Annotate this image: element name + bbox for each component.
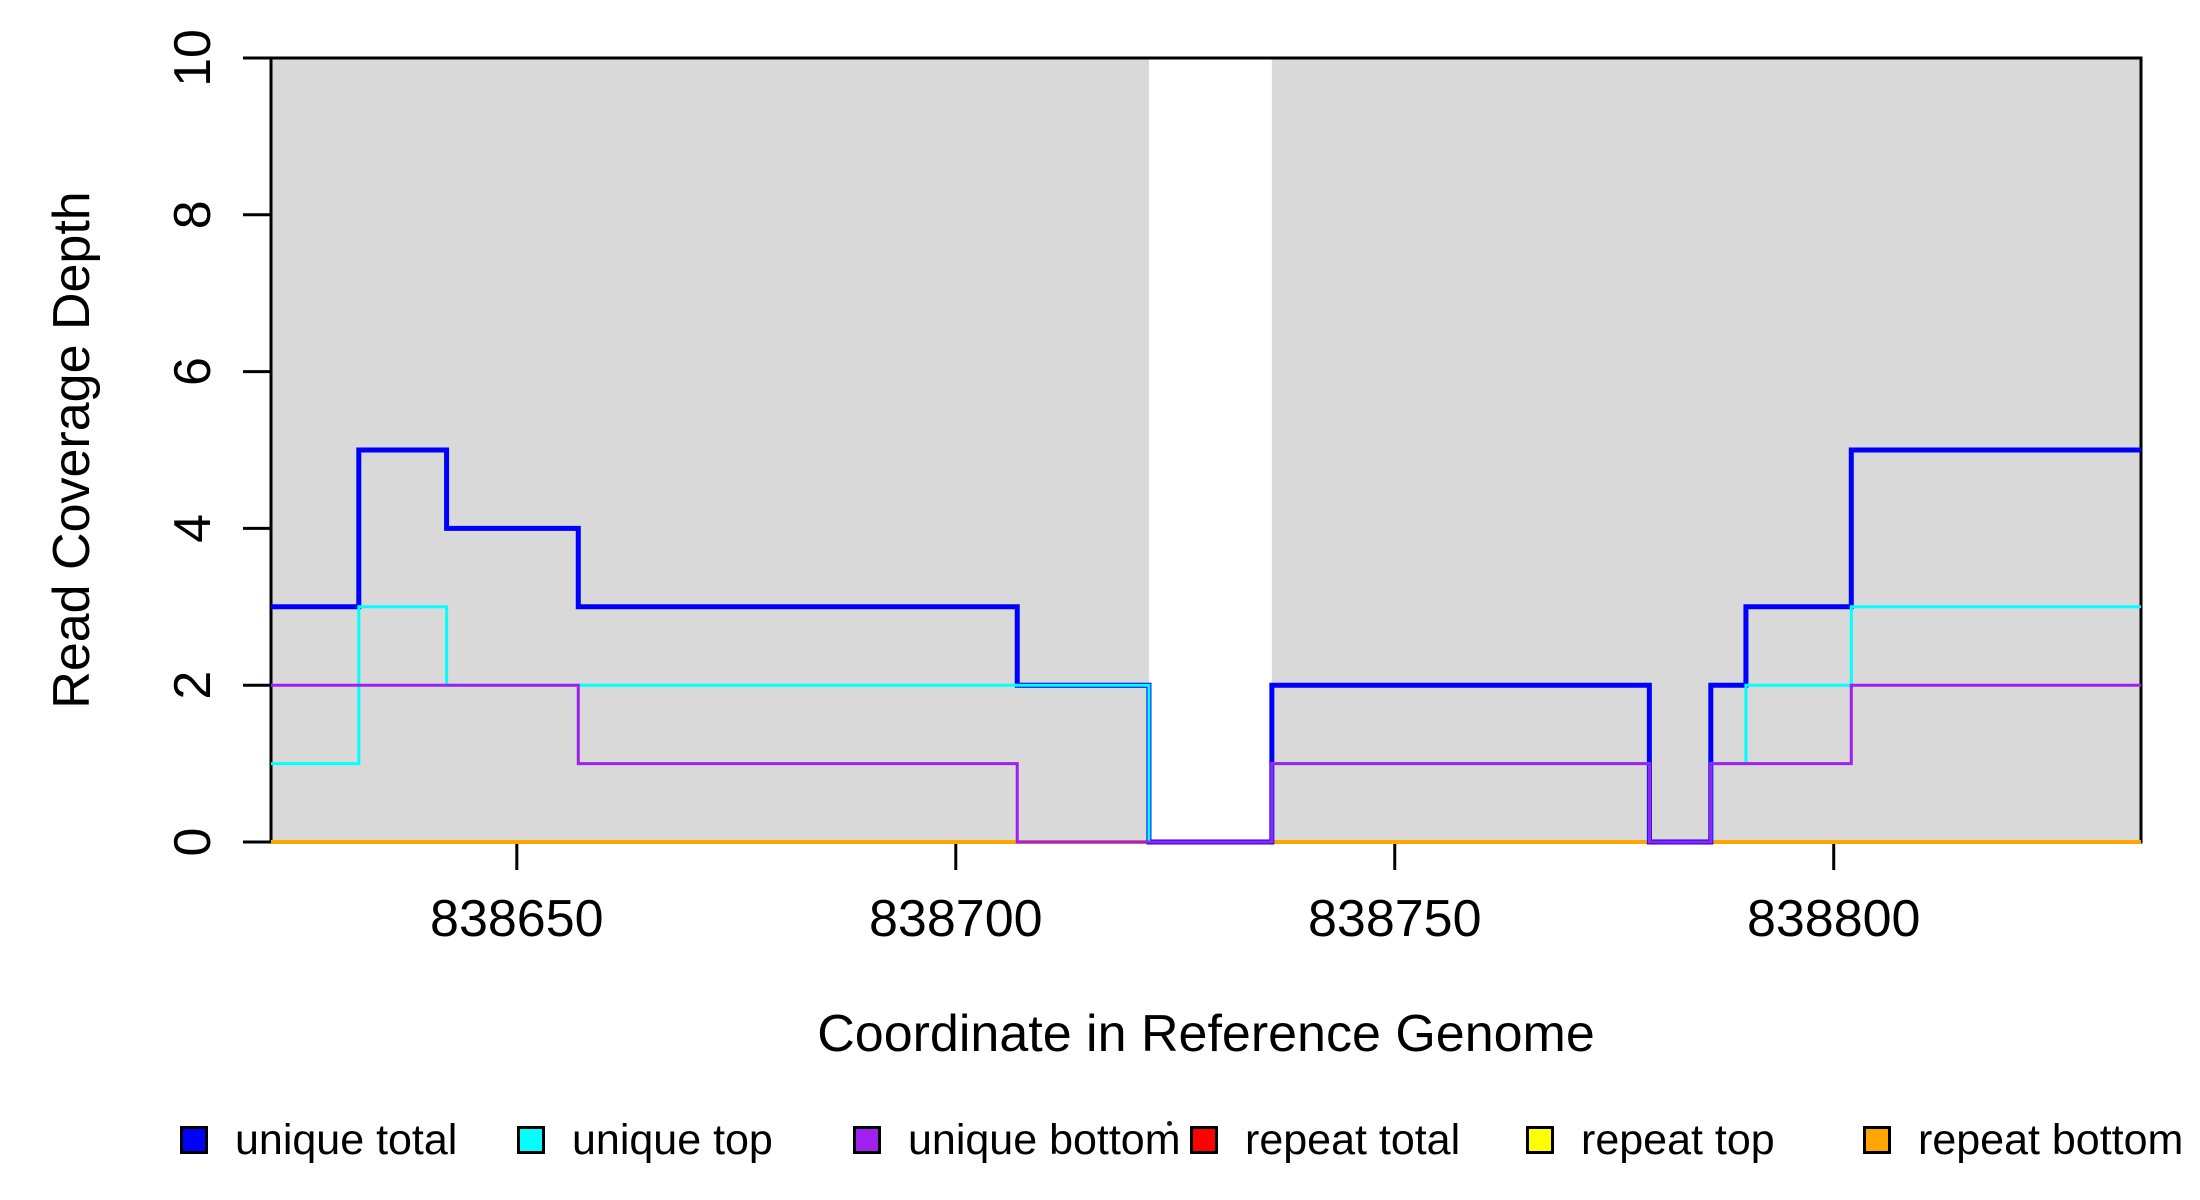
x-tick-label: 838750 xyxy=(1308,890,1482,948)
legend-label: unique bottom xyxy=(908,1115,1181,1164)
legend-swatch xyxy=(1190,1126,1218,1154)
x-axis-title: Coordinate in Reference Genome xyxy=(817,1005,1595,1063)
legend-item-unique-total: unique total xyxy=(180,1118,457,1162)
legend-item-repeat-top: repeat top xyxy=(1526,1118,1775,1162)
legend-label: unique top xyxy=(572,1115,773,1164)
x-tick-label: 838700 xyxy=(869,890,1043,948)
series-line-unique-bottom xyxy=(271,683,2141,844)
legend-swatch xyxy=(853,1126,881,1154)
y-tick-label: 6 xyxy=(164,357,222,386)
legend-item-repeat-bottom: repeat bottom xyxy=(1863,1118,2183,1162)
legend-swatch xyxy=(180,1126,208,1154)
legend-item-unique-bottom: unique bottom xyxy=(853,1118,1181,1162)
y-axis-title: Read Coverage Depth xyxy=(43,191,101,709)
legend: unique total unique top unique bottom re… xyxy=(0,1118,2200,1168)
legend-item-repeat-total: repeat total xyxy=(1190,1118,1460,1162)
y-tick-label: 0 xyxy=(164,828,222,857)
legend-label: repeat bottom xyxy=(1918,1115,2184,1164)
stray-dot xyxy=(1167,1121,1172,1126)
legend-swatch xyxy=(1863,1126,1891,1154)
x-tick-label: 838800 xyxy=(1747,890,1921,948)
legend-label: unique total xyxy=(235,1115,458,1164)
legend-item-unique-top: unique top xyxy=(517,1118,773,1162)
y-tick-label: 4 xyxy=(164,514,222,543)
y-tick-label: 8 xyxy=(164,200,222,229)
legend-label: repeat top xyxy=(1581,1115,1775,1164)
legend-swatch xyxy=(1526,1126,1554,1154)
x-tick-label: 838650 xyxy=(430,890,604,948)
y-tick-label: 10 xyxy=(164,29,222,87)
y-tick-label: 2 xyxy=(164,671,222,700)
legend-label: repeat total xyxy=(1245,1115,1461,1164)
legend-swatch xyxy=(517,1126,545,1154)
